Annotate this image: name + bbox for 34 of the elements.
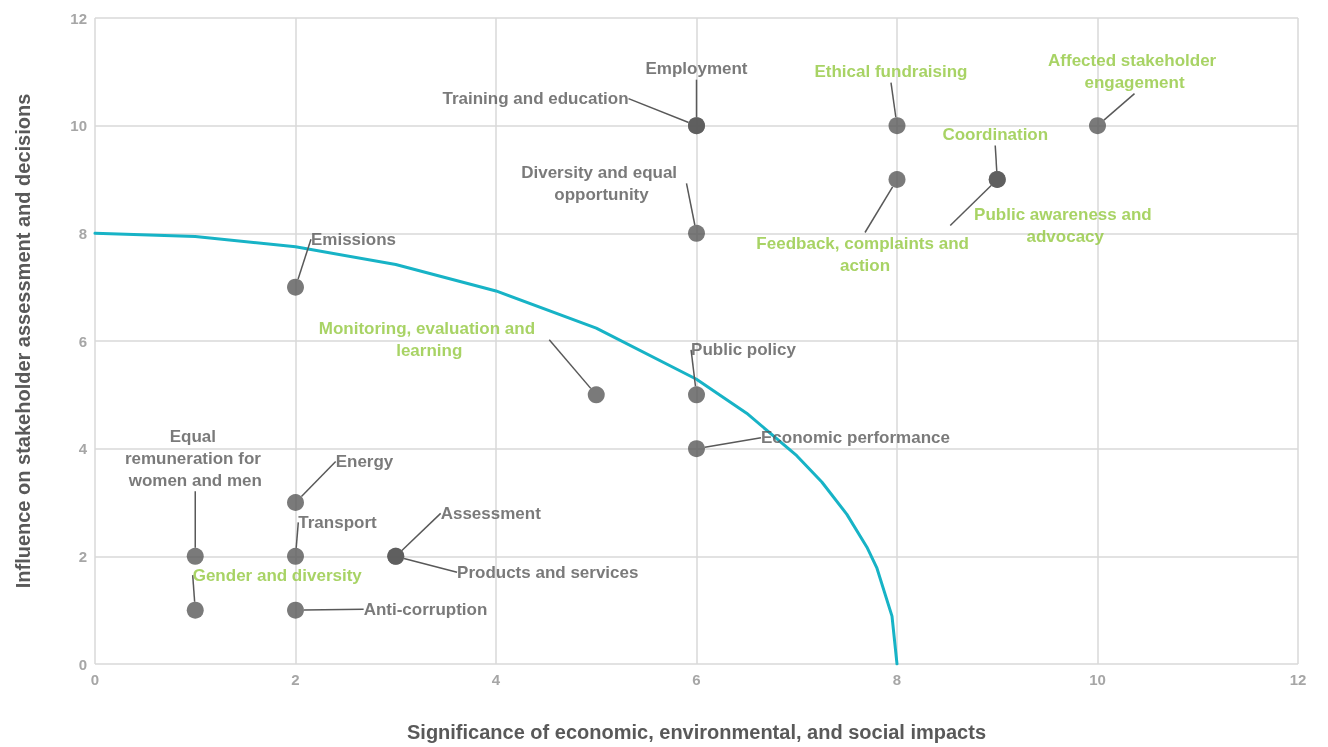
data-label: Emissions: [310, 229, 397, 249]
x-tick-label: 6: [692, 671, 701, 688]
y-tick-label: 0: [78, 655, 87, 673]
data-label: Energy: [335, 452, 394, 471]
data-label: Feedback, complaints and action: [756, 234, 974, 275]
data-label: Training and education: [442, 89, 629, 109]
data-label: Products and services: [457, 562, 639, 582]
data-label: Anti-corruption: [363, 599, 488, 619]
y-tick-label: 10: [70, 117, 87, 135]
y-tick-label: 4: [78, 440, 88, 458]
x-tick-label: 2: [291, 671, 300, 688]
y-tick-label: 8: [78, 224, 87, 242]
x-tick-label: 8: [892, 671, 902, 688]
data-label: Assessment: [440, 503, 542, 523]
data-label: Equal remuneration for women and men: [124, 426, 266, 490]
data-label: Affected stakeholder engagement: [1048, 51, 1221, 93]
data-label: Public awareness and advocacy: [974, 205, 1157, 246]
data-label: Coordination: [942, 125, 1049, 144]
x-axis-title: Significance of economic, environmental, and social impacts: [406, 721, 987, 743]
x-tick-label: 0: [90, 671, 100, 688]
data-label: Monitoring, evaluation and learning: [318, 319, 540, 361]
y-tick-label: 2: [78, 547, 87, 565]
data-label: Ethical fundraising: [814, 62, 968, 82]
x-tick-label: 10: [1089, 671, 1106, 688]
y-axis-title: Influence on stakeholder assessment and decisions: [12, 93, 34, 589]
data-label: Gender and diversity: [192, 565, 363, 585]
data-label: Employment: [645, 59, 748, 79]
x-tick-label: 12: [1289, 671, 1307, 688]
data-label: Transport: [298, 512, 378, 532]
y-tick-label: 12: [70, 9, 87, 27]
x-tick-label: 4: [491, 671, 501, 688]
data-label: Diversity and equal opportunity: [521, 162, 682, 204]
data-label: Public policy: [691, 340, 797, 360]
y-tick-label: 6: [78, 332, 87, 350]
